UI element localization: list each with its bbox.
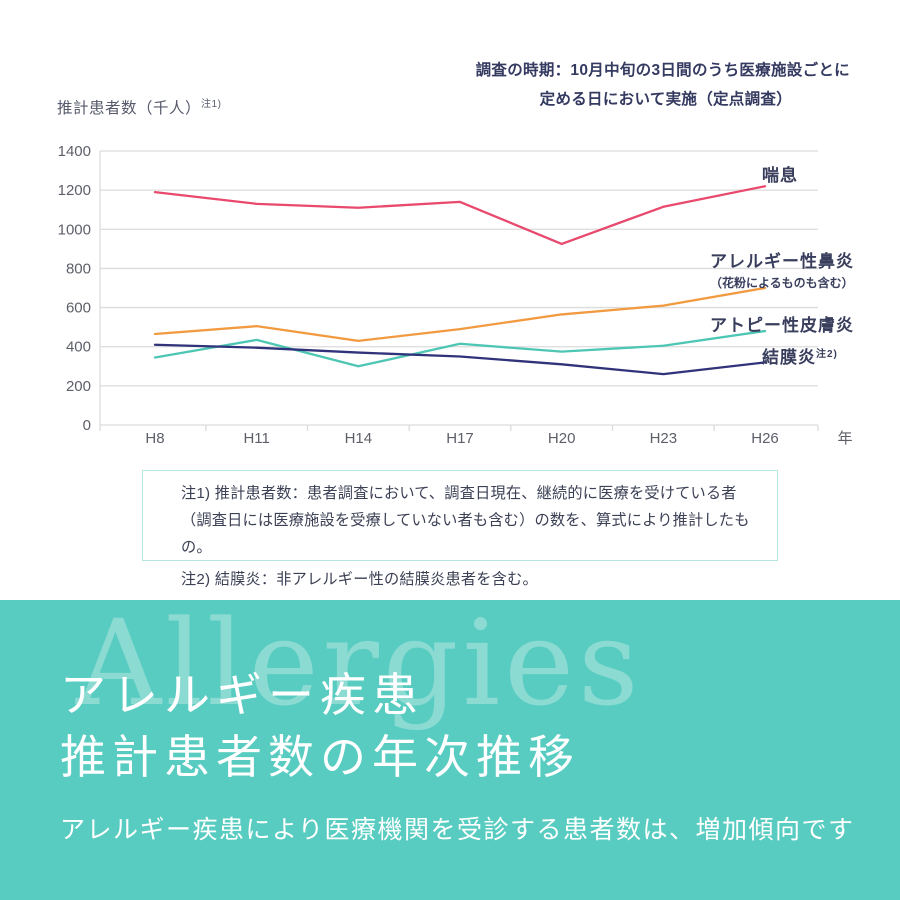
- footer-title-line1: アレルギー疾患: [60, 668, 424, 722]
- x-axis-unit: 年: [837, 430, 852, 447]
- footnote-2: 注2) 結膜炎：非アレルギー性の結膜炎患者を含む。: [181, 571, 538, 588]
- series-line-atopic-dermatitis: [153, 329, 767, 368]
- series-line-conjunctivitis: [153, 343, 767, 376]
- y-tick-label: 400: [66, 339, 91, 356]
- y-tick-label: 1200: [58, 182, 91, 199]
- footer-subtitle: アレルギー疾患により医療機関を受診する患者数は、増加傾向です: [60, 815, 855, 844]
- y-tick-label: 600: [66, 300, 91, 317]
- x-tick-label-H20: H20: [548, 430, 576, 447]
- legend-asthma-label: 喘息: [762, 166, 798, 185]
- legend-atopic-dermatitis: アトピー性皮膚炎: [710, 311, 854, 336]
- footer-title-line2: 推計患者数の年次推移: [60, 730, 580, 784]
- series-line-asthma: [153, 185, 767, 246]
- legend-conjunctivitis-label: 結膜炎: [762, 348, 816, 367]
- footnotes-box: 注1) 推計患者数：患者調査において、調査日現在、継続的に医療を受けている者 （…: [142, 470, 778, 588]
- y-tick-label: 200: [66, 378, 91, 395]
- footer-band: Allergies アレルギー疾患 推計患者数の年次推移 アレルギー疾患により医…: [0, 594, 900, 900]
- footnote-1-line2: （調査日には医療施設を受療していない者も含む）の数を、算式により推計したもの。: [181, 512, 750, 556]
- y-tick-label: 0: [83, 417, 91, 434]
- legend-allergic-rhinitis-label: アレルギー性鼻炎: [710, 252, 854, 271]
- x-tick-label-H26: H26: [751, 430, 779, 447]
- y-tick-label: 800: [66, 260, 91, 277]
- x-tick-label-H14: H14: [345, 430, 373, 447]
- legend-conjunctivitis: 結膜炎注2): [762, 343, 838, 368]
- series-line-allergic-rhinitis: [153, 286, 767, 342]
- legend-allergic-rhinitis: アレルギー性鼻炎 （花粉によるものも含む）: [710, 247, 854, 291]
- x-tick-label-H8: H8: [145, 430, 164, 447]
- y-tick-label: 1400: [58, 143, 91, 160]
- survey-period-annotation: 調査の時期：10月中旬の3日間のうち医療施設ごとに 定める日において実施（定点調…: [476, 56, 850, 114]
- x-tick-label-H17: H17: [446, 430, 474, 447]
- survey-period-line2: 定める日において実施（定点調査）: [539, 91, 792, 108]
- y-tick-label: 1000: [58, 221, 91, 238]
- y-axis-title: 推計患者数（千人）注1): [57, 95, 221, 118]
- watermark-text: Allergies: [76, 594, 643, 732]
- y-axis-title-note-ref: 注1): [201, 99, 222, 110]
- legend-atopic-dermatitis-label: アトピー性皮膚炎: [710, 316, 854, 335]
- x-tick-label-H11: H11: [243, 430, 269, 447]
- line-chart: 0 200 400 600 800 1000 1200 1400 H8 H11 H14 H17 H20 H…: [58, 143, 853, 447]
- legend-asthma: 喘息: [762, 161, 798, 186]
- y-axis-title-text: 推計患者数（千人）: [57, 100, 202, 117]
- footer-title: アレルギー疾患 推計患者数の年次推移: [60, 664, 580, 788]
- legend-allergic-rhinitis-sublabel: （花粉によるものも含む）: [710, 276, 854, 290]
- legend-conjunctivitis-note-ref: 注2): [816, 349, 838, 360]
- footnote-1-line1: 注1) 推計患者数：患者調査において、調査日現在、継続的に医療を受けている者: [181, 485, 737, 502]
- x-tick-label-H23: H23: [650, 430, 678, 447]
- survey-period-line1: 調査の時期：10月中旬の3日間のうち医療施設ごとに: [475, 62, 850, 79]
